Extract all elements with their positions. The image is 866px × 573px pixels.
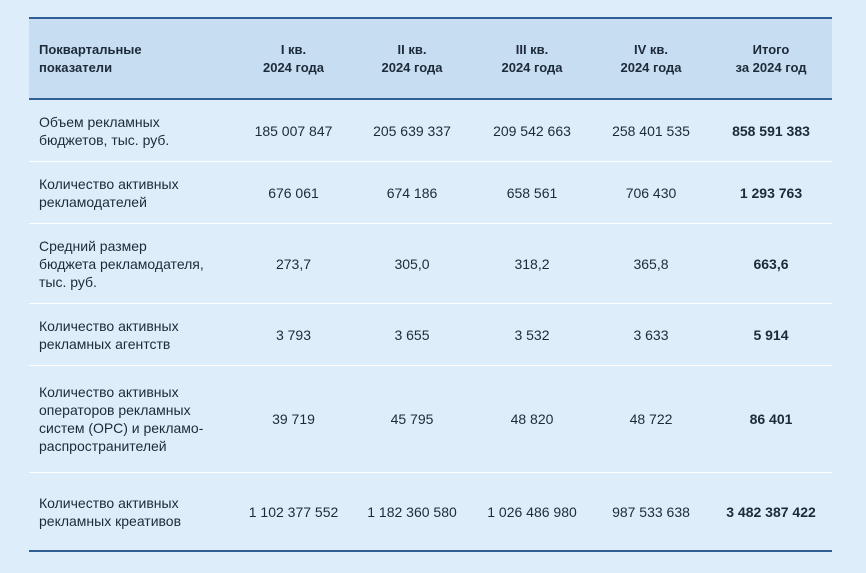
cell-total: 858 591 383 [710,99,832,162]
header-q3: III кв. 2024 года [472,17,592,100]
row-label: Средний размер бюджета рекламодателя, ты… [29,223,235,304]
table-row: Количество активных рекламных креативов … [29,472,832,552]
cell-q2: 45 795 [352,365,472,473]
cell-q3: 48 820 [472,365,592,473]
cell-q4: 365,8 [592,223,710,304]
cell-q3: 209 542 663 [472,99,592,162]
cell-total: 1 293 763 [710,161,832,224]
table-row: Количество активных рекламодателей 676 0… [29,161,832,224]
row-label: Количество активных рекламных креативов [29,472,235,552]
header-q4: IV кв. 2024 года [592,17,710,100]
cell-q3: 658 561 [472,161,592,224]
cell-q1: 1 102 377 552 [235,472,352,552]
cell-q3: 318,2 [472,223,592,304]
cell-total: 663,6 [710,223,832,304]
cell-q3: 1 026 486 980 [472,472,592,552]
cell-q1: 273,7 [235,223,352,304]
cell-total: 5 914 [710,303,832,366]
header-q2: II кв. 2024 года [352,17,472,100]
quarterly-indicators-table-container: Поквартальные показатели I кв. 2024 года… [29,17,832,552]
header-q1: I кв. 2024 года [235,17,352,100]
row-label: Объем рекламных бюджетов, тыс. руб. [29,99,235,162]
cell-q1: 3 793 [235,303,352,366]
cell-q4: 987 533 638 [592,472,710,552]
table-row: Количество активных рекламных агентств 3… [29,303,832,366]
cell-q2: 305,0 [352,223,472,304]
row-label: Количество активных рекламных агентств [29,303,235,366]
header-total: Итого за 2024 год [710,17,832,100]
table-row: Объем рекламных бюджетов, тыс. руб. 185 … [29,99,832,162]
quarterly-indicators-table: Поквартальные показатели I кв. 2024 года… [29,17,832,552]
cell-q1: 39 719 [235,365,352,473]
cell-q3: 3 532 [472,303,592,366]
cell-q1: 676 061 [235,161,352,224]
cell-total: 3 482 387 422 [710,472,832,552]
cell-q2: 205 639 337 [352,99,472,162]
table-row: Количество активных операторов рекламных… [29,365,832,473]
cell-q4: 706 430 [592,161,710,224]
table-header-row: Поквартальные показатели I кв. 2024 года… [29,17,832,100]
row-label: Количество активных операторов рекламных… [29,365,235,473]
cell-q4: 258 401 535 [592,99,710,162]
cell-q4: 48 722 [592,365,710,473]
cell-q1: 185 007 847 [235,99,352,162]
row-label: Количество активных рекламодателей [29,161,235,224]
table-row: Средний размер бюджета рекламодателя, ты… [29,223,832,304]
cell-q4: 3 633 [592,303,710,366]
cell-q2: 674 186 [352,161,472,224]
header-indicator: Поквартальные показатели [29,17,235,100]
cell-q2: 3 655 [352,303,472,366]
cell-total: 86 401 [710,365,832,473]
cell-q2: 1 182 360 580 [352,472,472,552]
